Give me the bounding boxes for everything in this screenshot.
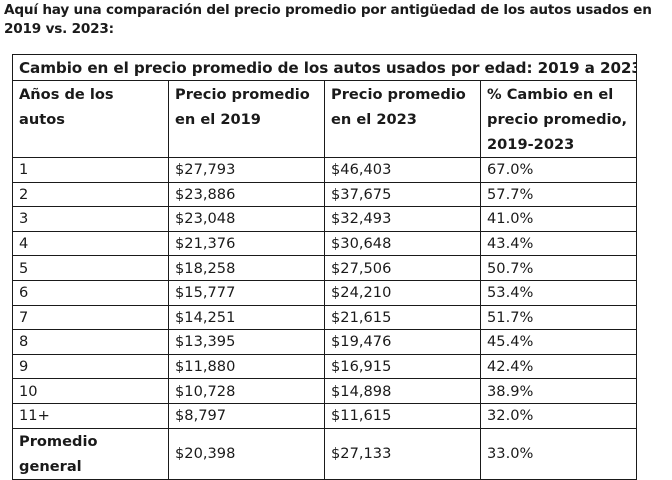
cell-percent-change: 38.9%: [480, 378, 637, 404]
cell-percent-change: 42.4%: [480, 353, 637, 380]
footer-label: Promedio general: [12, 427, 169, 480]
cell-avg-price-2019: $14,251: [168, 304, 325, 331]
table-title-row: Cambio en el precio promedio de los auto…: [12, 54, 637, 81]
header-avg-price-2019: Precio promedio en el 2019: [168, 80, 325, 158]
cell-avg-price-2019: $21,376: [168, 230, 325, 257]
table-row: 2 $23,886 $37,675 57.7%: [12, 181, 637, 208]
cell-avg-price-2019: $27,793: [168, 157, 325, 183]
cell-car-age: 5: [12, 255, 169, 281]
cell-avg-price-2023: $24,210: [324, 279, 481, 306]
cell-percent-change: 32.0%: [480, 402, 637, 429]
cell-car-age: 7: [12, 304, 169, 331]
cell-avg-price-2023: $16,915: [324, 353, 481, 380]
cell-car-age: 1: [12, 157, 169, 183]
cell-car-age: 6: [12, 279, 169, 306]
table-row: 5 $18,258 $27,506 50.7%: [12, 255, 637, 281]
table-row: 7 $14,251 $21,615 51.7%: [12, 304, 637, 331]
cell-percent-change: 41.0%: [480, 206, 637, 232]
cell-percent-change: 43.4%: [480, 230, 637, 257]
header-car-age: Años de los autos: [12, 80, 169, 158]
price-comparison-table: Cambio en el precio promedio de los auto…: [12, 54, 637, 480]
intro-text: Aquí hay una comparación del precio prom…: [4, 2, 652, 37]
cell-avg-price-2019: $11,880: [168, 353, 325, 380]
cell-avg-price-2023: $21,615: [324, 304, 481, 331]
cell-car-age: 9: [12, 353, 169, 380]
cell-avg-price-2023: $19,476: [324, 329, 481, 355]
cell-car-age: 10: [12, 378, 169, 404]
cell-avg-price-2019: $18,258: [168, 255, 325, 281]
table-row: 9 $11,880 $16,915 42.4%: [12, 353, 637, 380]
cell-avg-price-2019: $8,797: [168, 402, 325, 429]
footer-percent-change: 33.0%: [480, 427, 637, 480]
cell-avg-price-2023: $27,506: [324, 255, 481, 281]
cell-percent-change: 53.4%: [480, 279, 637, 306]
table-header-row: Años de los autos Precio promedio en el …: [12, 80, 637, 158]
table-row: 3 $23,048 $32,493 41.0%: [12, 206, 637, 232]
cell-car-age: 11+: [12, 402, 169, 429]
table-row: 11+ $8,797 $11,615 32.0%: [12, 402, 637, 429]
table-title: Cambio en el precio promedio de los auto…: [12, 54, 637, 81]
table-row: 10 $10,728 $14,898 38.9%: [12, 378, 637, 404]
cell-percent-change: 50.7%: [480, 255, 637, 281]
cell-avg-price-2023: $46,403: [324, 157, 481, 183]
cell-percent-change: 57.7%: [480, 181, 637, 208]
footer-avg-2023: $27,133: [324, 427, 481, 480]
table-footer-row: Promedio general $20,398 $27,133 33.0%: [12, 427, 637, 480]
table-body: 1 $27,793 $46,403 67.0% 2 $23,886 $37,675 57.7%…: [12, 157, 637, 429]
footer-avg-2019: $20,398: [168, 427, 325, 480]
cell-avg-price-2019: $10,728: [168, 378, 325, 404]
header-avg-price-2023: Precio promedio en el 2023: [324, 80, 481, 158]
cell-percent-change: 45.4%: [480, 329, 637, 355]
cell-percent-change: 51.7%: [480, 304, 637, 331]
cell-avg-price-2023: $32,493: [324, 206, 481, 232]
cell-avg-price-2019: $13,395: [168, 329, 325, 355]
cell-percent-change: 67.0%: [480, 157, 637, 183]
cell-car-age: 8: [12, 329, 169, 355]
cell-car-age: 4: [12, 230, 169, 257]
cell-avg-price-2023: $14,898: [324, 378, 481, 404]
cell-avg-price-2023: $37,675: [324, 181, 481, 208]
header-percent-change: % Cambio en el precio promedio, 2019-202…: [480, 80, 637, 158]
table-row: 8 $13,395 $19,476 45.4%: [12, 329, 637, 355]
table-row: 1 $27,793 $46,403 67.0%: [12, 157, 637, 183]
cell-avg-price-2023: $11,615: [324, 402, 481, 429]
table-row: 6 $15,777 $24,210 53.4%: [12, 279, 637, 306]
cell-avg-price-2019: $23,048: [168, 206, 325, 232]
table-row: 4 $21,376 $30,648 43.4%: [12, 230, 637, 257]
cell-car-age: 3: [12, 206, 169, 232]
cell-avg-price-2019: $23,886: [168, 181, 325, 208]
cell-car-age: 2: [12, 181, 169, 208]
cell-avg-price-2023: $30,648: [324, 230, 481, 257]
cell-avg-price-2019: $15,777: [168, 279, 325, 306]
